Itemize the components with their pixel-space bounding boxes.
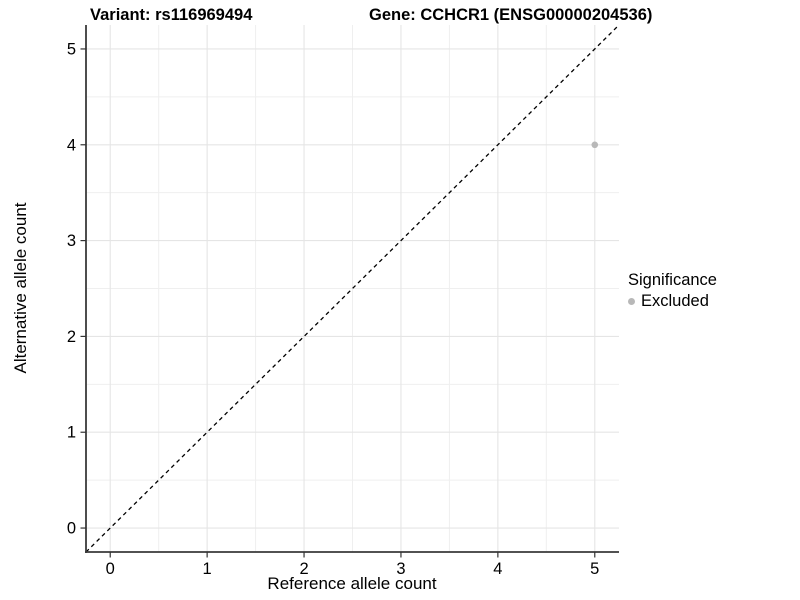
legend-items: Excluded: [628, 292, 717, 311]
variant-title: Variant: rs116969494: [90, 6, 253, 24]
y-tick-label: 3: [67, 232, 76, 250]
y-axis-title: Alternative allele count: [11, 202, 30, 374]
y-tick-label: 1: [67, 424, 76, 442]
gene-title: Gene: CCHCR1 (ENSG00000204536): [369, 6, 653, 24]
x-tick-label: 5: [590, 560, 599, 578]
legend: Significance Excluded: [628, 271, 717, 311]
x-tick-label: 0: [106, 560, 115, 578]
y-tick-label: 5: [67, 40, 76, 58]
data-point: [591, 141, 599, 149]
y-tick-label: 0: [67, 520, 76, 538]
y-tick-label: 2: [67, 328, 76, 346]
legend-title: Significance: [628, 271, 717, 289]
x-tick-label: 1: [203, 560, 212, 578]
x-axis-title: Reference allele count: [267, 574, 437, 593]
x-tick-label: 3: [396, 560, 405, 578]
identity-reference-line: [85, 24, 620, 553]
legend-item: Excluded: [628, 292, 717, 311]
y-tick-label: 4: [67, 136, 76, 154]
x-tick-label: 2: [299, 560, 308, 578]
legend-item-label: Excluded: [641, 292, 709, 310]
legend-point-swatch: [628, 298, 635, 305]
x-tick-label: 4: [493, 560, 502, 578]
